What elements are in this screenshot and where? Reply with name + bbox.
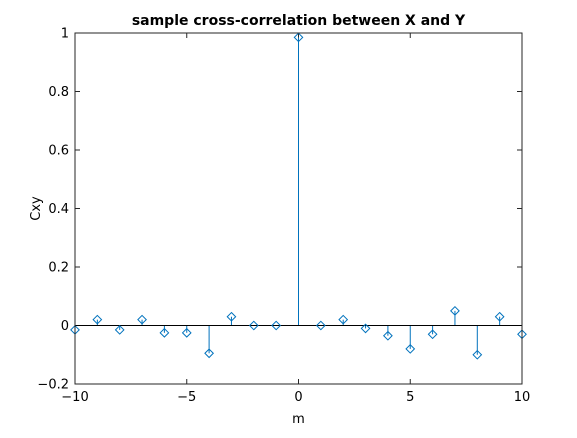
stem-marker: [382, 330, 393, 341]
x-tick-label: 10: [514, 390, 531, 405]
stem-marker: [92, 314, 103, 325]
y-tick-label: 1: [61, 27, 69, 42]
stem-marker: [315, 320, 326, 331]
y-tick-label: 0.4: [48, 202, 69, 217]
x-tick-label: 5: [406, 390, 414, 405]
stem-marker: [427, 329, 438, 340]
y-tick-label: 0: [61, 319, 69, 334]
chart-title: sample cross-correlation between X and Y: [132, 13, 466, 29]
y-tick-label: 0.6: [48, 144, 69, 159]
stem-marker: [137, 314, 147, 325]
stem-marker: [405, 343, 416, 354]
x-tick-label: −5: [177, 390, 196, 405]
stem-marker: [248, 320, 259, 331]
stem-marker: [494, 311, 505, 322]
stem-marker: [360, 323, 371, 334]
x-axis-label: m: [292, 412, 305, 427]
stem-marker: [338, 314, 349, 325]
stem-marker: [226, 311, 237, 322]
stem-marker: [181, 327, 192, 338]
stem-marker: [293, 32, 304, 43]
tick-labels: −10 −5 0 5 10 −0.2 0 0.2 0.4 0.6 0.8 1: [37, 27, 530, 406]
stem-marker: [271, 320, 282, 331]
y-axis-label: Cxy: [29, 196, 44, 221]
y-tick-label: 0.2: [48, 261, 69, 276]
stem-marker: [159, 327, 170, 338]
stem-marker: [450, 305, 460, 316]
x-tick-label: −10: [61, 390, 88, 405]
y-tick-label: −0.2: [37, 378, 69, 393]
x-tick-label: 0: [294, 390, 302, 405]
stem-marker: [114, 324, 125, 335]
stem-marker: [472, 349, 483, 360]
y-tick-label: 0.8: [48, 85, 69, 100]
plot-frame: [74, 32, 523, 385]
stem-marker: [204, 348, 215, 359]
